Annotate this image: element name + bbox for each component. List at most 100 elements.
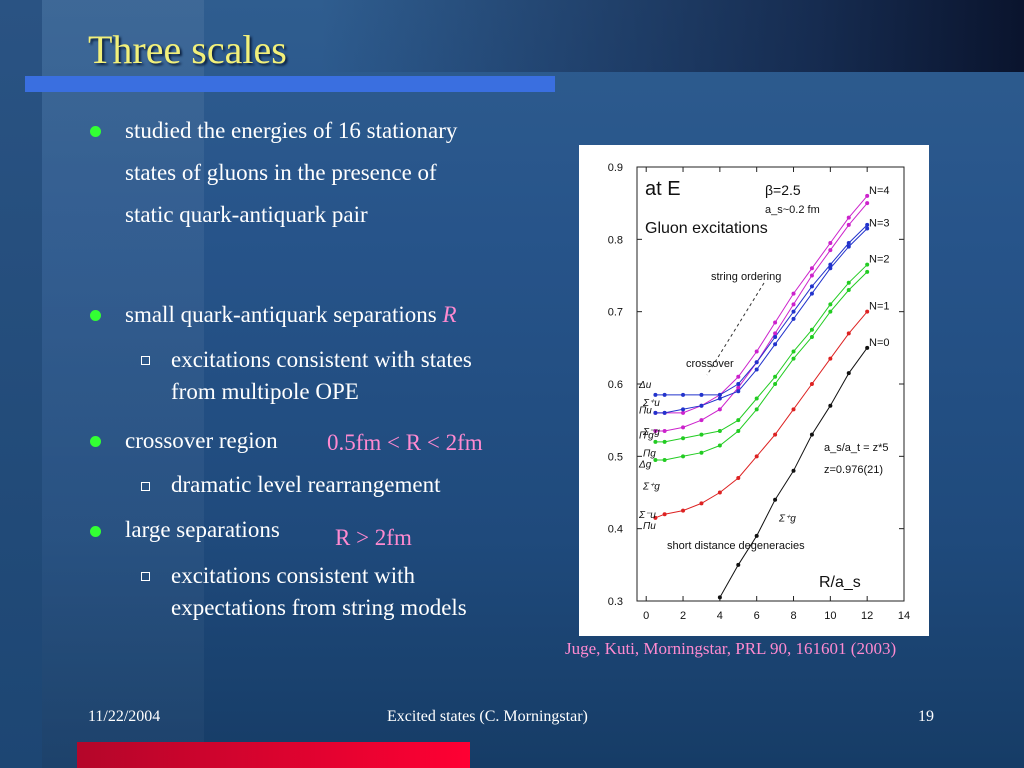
data-point	[699, 418, 704, 423]
data-point	[754, 454, 759, 459]
bullet-2-label: small quark-antiquark separations	[125, 302, 437, 327]
data-point	[681, 436, 686, 441]
bullet-1-text: studied the energies of 16 stationary st…	[125, 110, 565, 236]
bullet-1-line-3: static quark-antiquark pair	[125, 202, 368, 227]
data-point	[809, 334, 814, 339]
data-point	[736, 418, 741, 423]
data-point	[828, 248, 833, 253]
data-point	[717, 429, 722, 434]
data-point	[681, 425, 686, 430]
level-label: N=3	[869, 217, 890, 229]
bullet-3-math: 0.5fm < R < 2fm	[327, 430, 483, 455]
bullet-2-sub: excitations consistent with states from …	[171, 344, 561, 408]
data-point	[809, 284, 814, 289]
background-top-shade	[320, 0, 1024, 72]
y-tick-label: 0.7	[608, 307, 623, 319]
level-label: N=4	[869, 185, 890, 197]
data-point	[736, 385, 741, 390]
data-point	[662, 410, 667, 415]
anisotropy-annotation: a_s/a_t = z*5	[824, 442, 889, 454]
x-tick-label: 0	[643, 610, 649, 622]
title-underline-bar	[25, 76, 555, 92]
bullet-4-label: large separations	[125, 517, 280, 542]
data-point	[865, 269, 870, 274]
data-point	[736, 389, 741, 394]
state-label: Σ⁺g	[778, 513, 796, 524]
data-point	[653, 439, 658, 444]
data-point	[736, 374, 741, 379]
level-label: N=1	[869, 301, 890, 313]
state-label: Σ⁻u	[638, 510, 656, 521]
data-point	[662, 429, 667, 434]
bullet-dot	[90, 436, 101, 447]
data-point	[717, 396, 722, 401]
data-point	[846, 240, 851, 245]
data-point	[828, 240, 833, 245]
data-point	[809, 432, 814, 437]
gluon-excitation-figure: 0.3 0.4 0.5 0.6 0.7 0.8 0.9 0 2 4 6 8 10 12 14 at E Glu…	[579, 145, 929, 636]
state-label: Σ⁺u	[642, 398, 660, 409]
data-point	[865, 193, 870, 198]
footer-page-number: 19	[918, 708, 934, 725]
data-point	[754, 396, 759, 401]
data-point	[865, 226, 870, 231]
data-point	[662, 392, 667, 397]
data-point	[681, 410, 686, 415]
data-point	[846, 222, 851, 227]
bullet-dot	[90, 526, 101, 537]
data-point	[828, 403, 833, 408]
data-point	[773, 432, 778, 437]
data-point	[717, 392, 722, 397]
data-point	[773, 374, 778, 379]
bullet-dot	[90, 126, 101, 137]
slide-title: Three scales	[88, 27, 287, 72]
data-point	[653, 392, 658, 397]
data-point	[791, 316, 796, 321]
bullet-3-sub: dramatic level rearrangement	[171, 472, 441, 497]
footer-date: 11/22/2004	[88, 708, 161, 725]
data-point	[736, 382, 741, 386]
data-point	[846, 287, 851, 292]
data-point	[773, 382, 778, 386]
state-label: Πg	[643, 449, 656, 460]
data-point	[809, 266, 814, 271]
string-ordering-pointer	[706, 282, 765, 376]
series-line	[655, 228, 868, 414]
data-point	[809, 382, 814, 386]
data-point	[828, 356, 833, 361]
x-tick-label: 8	[790, 610, 796, 622]
data-point	[736, 562, 741, 567]
data-point	[828, 309, 833, 314]
data-point	[865, 345, 870, 350]
data-point	[809, 327, 814, 332]
state-label: Σ⁻g	[642, 427, 660, 438]
bullet-1-line-1: studied the energies of 16 stationary	[125, 118, 458, 143]
bullet-4-sub-line-2: expectations from string models	[171, 595, 467, 620]
bullet-4-text: large separations	[125, 509, 280, 551]
data-point	[846, 215, 851, 220]
y-tick-label: 0.5	[608, 451, 623, 463]
data-point	[846, 371, 851, 376]
data-point	[736, 476, 741, 481]
y-tick-label: 0.8	[608, 234, 623, 246]
state-label: Δu	[638, 380, 652, 391]
data-point	[773, 334, 778, 339]
data-point	[681, 407, 686, 412]
lattice-spacing-annotation: a_s~0.2 fm	[765, 204, 820, 216]
x-tick-label: 12	[861, 610, 873, 622]
data-point	[773, 331, 778, 336]
data-point	[865, 262, 870, 267]
data-point	[828, 262, 833, 267]
data-point	[699, 450, 704, 455]
string-ordering-label: string ordering	[711, 271, 781, 283]
data-point	[681, 508, 686, 513]
series-line	[655, 311, 868, 519]
data-point	[846, 280, 851, 285]
data-point	[865, 222, 870, 227]
data-point	[699, 392, 704, 397]
state-label: Σ⁺g	[642, 481, 660, 492]
level-label: N=2	[869, 254, 890, 266]
x-axis-label: R/a_s	[819, 574, 861, 591]
state-label: Πu	[643, 521, 656, 532]
footer-title: Excited states (C. Morningstar)	[387, 708, 588, 725]
